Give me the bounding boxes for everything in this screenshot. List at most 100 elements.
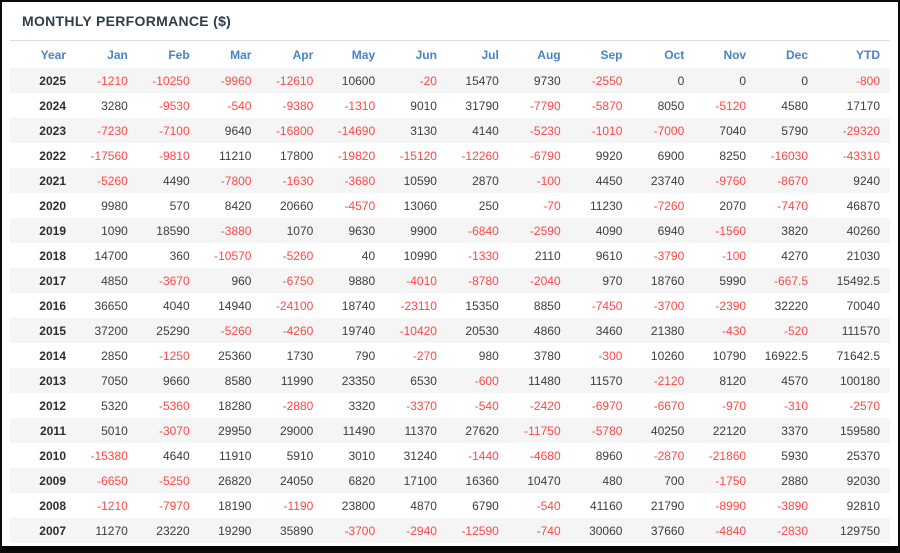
value-cell: -8670 xyxy=(777,173,808,188)
value-cell: 15492.5 xyxy=(836,273,880,288)
table-body: 2025 -1210 -10250 -9960 -12610 10600 -20 15470 9… xyxy=(10,68,890,543)
value-cell: 790 xyxy=(355,348,376,363)
table-row: 2013 7050 9660 8580 11990 23350 6530 -600 11480 1… xyxy=(10,368,890,393)
value-cell: -540 xyxy=(536,498,561,513)
value-cell: 4860 xyxy=(533,323,561,338)
value-cell: 2880 xyxy=(781,473,808,488)
value-cell: -10570 xyxy=(214,248,252,263)
value-cell: 11490 xyxy=(342,423,376,438)
value-cell: -540 xyxy=(227,98,252,113)
value-cell: 100180 xyxy=(839,373,880,388)
value-cell: 18740 xyxy=(341,298,376,313)
value-cell: 25360 xyxy=(218,348,252,363)
value-cell: 6790 xyxy=(472,498,499,513)
table-row: 2014 2850 -1250 25360 1730 790 -270 980 3780 -300… xyxy=(10,343,890,368)
value-cell: -7000 xyxy=(653,123,685,138)
year-cell: 2015 xyxy=(39,323,66,338)
value-cell: 970 xyxy=(602,273,623,288)
column-header-dec: Dec xyxy=(785,47,808,62)
value-cell: -7260 xyxy=(653,198,685,213)
value-cell: 25290 xyxy=(156,323,190,338)
value-cell: 3820 xyxy=(781,223,808,238)
column-header-apr: Apr xyxy=(292,47,314,62)
value-cell: 23220 xyxy=(156,523,190,538)
title-divider xyxy=(10,40,890,41)
value-cell: 16922.5 xyxy=(764,348,808,363)
value-cell: 14940 xyxy=(218,298,252,313)
value-cell: -3680 xyxy=(344,173,376,188)
value-cell: -9810 xyxy=(158,148,190,163)
value-cell: 92810 xyxy=(846,498,880,513)
value-cell: 9660 xyxy=(162,373,190,388)
column-header-jun: Jun xyxy=(415,47,437,62)
value-cell: -19820 xyxy=(337,148,376,163)
value-cell: -6670 xyxy=(653,398,685,413)
value-cell: 480 xyxy=(602,473,623,488)
value-cell: 2070 xyxy=(719,198,747,213)
column-header-jan: Jan xyxy=(107,47,128,62)
value-cell: 10590 xyxy=(403,173,437,188)
value-cell: 22120 xyxy=(712,423,747,438)
value-cell: -9380 xyxy=(282,98,314,113)
header-row: Year Jan Feb Mar Apr May Jun Jul Aug Sep Oct Nov Dec… xyxy=(10,41,890,68)
value-cell: 31790 xyxy=(465,98,499,113)
value-cell: 5910 xyxy=(286,448,314,463)
value-cell: -1310 xyxy=(344,98,376,113)
value-cell: 4640 xyxy=(162,448,190,463)
value-cell: -3700 xyxy=(653,298,685,313)
column-header-feb: Feb xyxy=(168,47,190,62)
table-row: 2018 14700 360 -10570 -5260 40 10990 -1330 2110 9… xyxy=(10,243,890,268)
value-cell: -2830 xyxy=(777,523,808,538)
value-cell: -2040 xyxy=(529,273,561,288)
value-cell: 7050 xyxy=(101,373,128,388)
value-cell: 11910 xyxy=(219,448,252,463)
value-cell: 30060 xyxy=(589,523,623,538)
value-cell: 9010 xyxy=(410,98,437,113)
column-header-may: May xyxy=(351,47,376,62)
value-cell: -3890 xyxy=(777,498,808,513)
value-cell: -100 xyxy=(722,248,747,263)
value-cell: 700 xyxy=(664,473,685,488)
value-cell: -1210 xyxy=(97,498,128,513)
value-cell: 23740 xyxy=(650,173,685,188)
value-cell: -7450 xyxy=(591,298,623,313)
value-cell: 40250 xyxy=(650,423,685,438)
value-cell: -15120 xyxy=(399,148,437,163)
value-cell: -4260 xyxy=(282,323,314,338)
value-cell: 3780 xyxy=(533,348,561,363)
year-cell: 2011 xyxy=(39,423,66,438)
year-cell: 2020 xyxy=(39,198,66,213)
value-cell: -5250 xyxy=(158,473,190,488)
value-cell: 11210 xyxy=(219,148,252,163)
value-cell: 14700 xyxy=(94,248,128,263)
year-cell: 2012 xyxy=(39,398,66,413)
value-cell: 10260 xyxy=(650,348,685,363)
value-cell: -2120 xyxy=(653,373,685,388)
value-cell: 92030 xyxy=(846,473,880,488)
year-cell: 2021 xyxy=(39,173,66,188)
value-cell: -10250 xyxy=(152,73,190,88)
value-cell: 36650 xyxy=(94,298,128,313)
value-cell: 4490 xyxy=(162,173,190,188)
value-cell: -100 xyxy=(536,173,561,188)
value-cell: 10470 xyxy=(527,473,561,488)
value-cell: -5260 xyxy=(220,323,252,338)
value-cell: -29320 xyxy=(842,123,880,138)
value-cell: 19740 xyxy=(341,323,376,338)
value-cell: 27620 xyxy=(465,423,499,438)
table-row: 2015 37200 25290 -5260 -4260 19740 -10420 20530… xyxy=(10,318,890,343)
value-cell: -970 xyxy=(722,398,747,413)
year-cell: 2022 xyxy=(39,148,66,163)
value-cell: 3320 xyxy=(348,398,376,413)
value-cell: -7790 xyxy=(529,98,561,113)
table-row: 2021 -5260 4490 -7800 -1630 -3680 10590 2870 -10… xyxy=(10,168,890,193)
value-cell: 10990 xyxy=(403,248,437,263)
page-title: MONTHLY PERFORMANCE ($) xyxy=(22,13,232,29)
value-cell: 11230 xyxy=(589,198,623,213)
table-row: 2009 -6650 -5250 26820 24050 6820 17100 16360 10… xyxy=(10,468,890,493)
value-cell: -1560 xyxy=(715,223,747,238)
value-cell: -7100 xyxy=(158,123,190,138)
value-cell: 16360 xyxy=(465,473,499,488)
value-cell: 111570 xyxy=(841,323,880,338)
value-cell: -4570 xyxy=(344,198,376,213)
